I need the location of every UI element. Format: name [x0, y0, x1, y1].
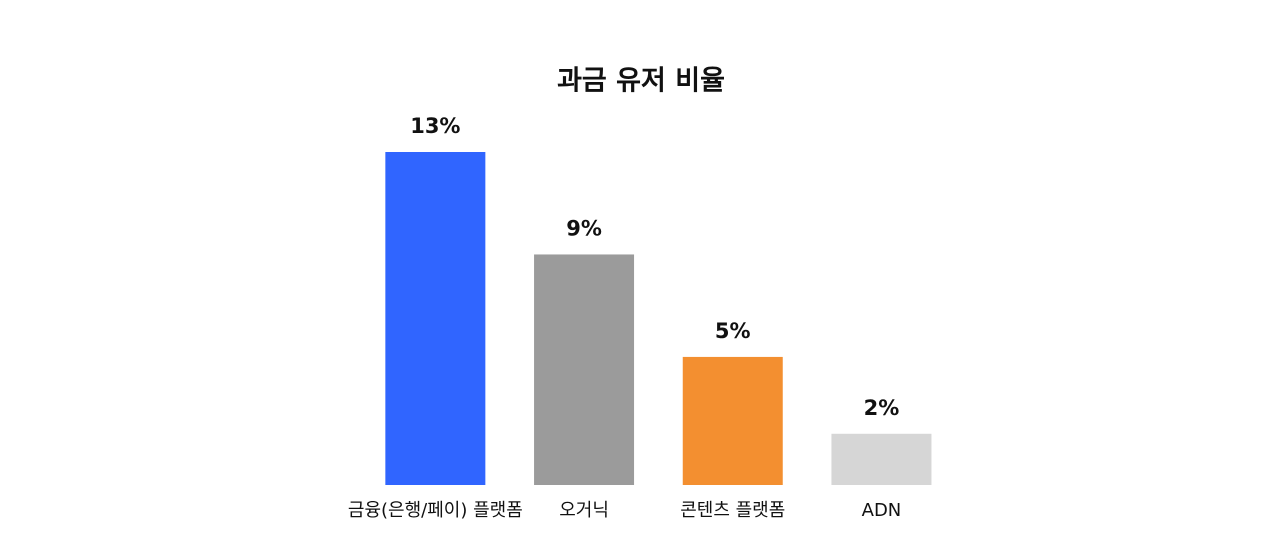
value-label: 5%	[715, 319, 751, 343]
bar	[831, 433, 932, 485]
chart-title: 과금 유저 비율	[557, 66, 725, 97]
x-tick-label: 콘텐츠 플랫폼	[680, 500, 785, 521]
bar	[385, 152, 486, 485]
value-label: 2%	[864, 396, 900, 420]
x-tick-label: ADN	[862, 500, 902, 521]
x-tick-label: 오거닉	[559, 500, 609, 521]
value-label: 9%	[566, 216, 602, 240]
bar	[534, 254, 635, 485]
bar	[682, 356, 783, 485]
value-label: 13%	[410, 114, 460, 138]
x-tick-label: 금융(은행/페이) 플랫폼	[348, 500, 523, 521]
